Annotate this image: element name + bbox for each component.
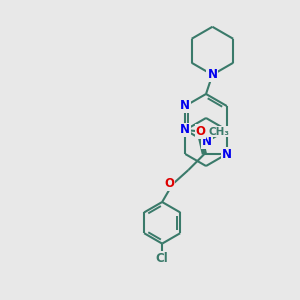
Text: N: N — [202, 136, 212, 148]
Text: O: O — [196, 125, 206, 138]
Text: N: N — [180, 124, 190, 136]
Text: Cl: Cl — [156, 252, 169, 265]
Text: N: N — [207, 68, 218, 81]
Text: O: O — [164, 177, 174, 190]
Text: CH₃: CH₃ — [209, 127, 230, 136]
Text: N: N — [222, 148, 232, 160]
Text: N: N — [180, 100, 190, 112]
